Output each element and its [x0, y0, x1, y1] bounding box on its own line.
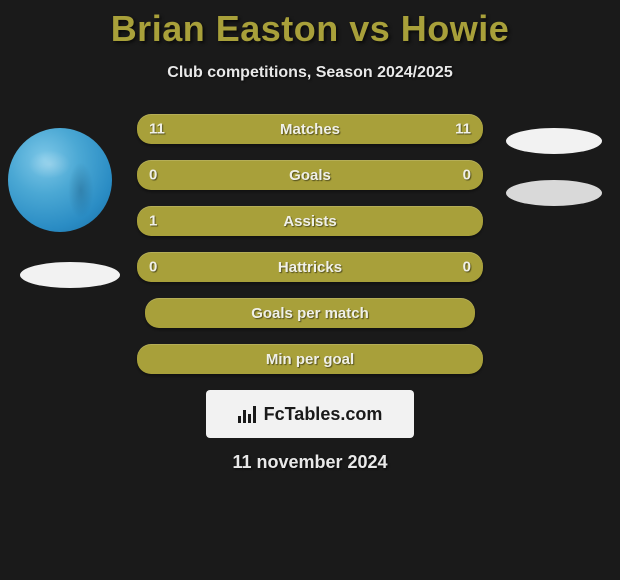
stat-row-matches: 11 Matches 11 [137, 114, 483, 144]
stat-right-value: 11 [455, 121, 471, 138]
stat-left-value: 1 [149, 213, 157, 230]
page-title: Brian Easton vs Howie [0, 0, 620, 50]
stat-row-assists: 1 Assists [137, 206, 483, 236]
stats-bars: 11 Matches 11 0 Goals 0 1 Assists 0 Hatt… [137, 114, 483, 374]
stat-label: Matches [280, 121, 340, 138]
stat-right-value: 0 [463, 167, 471, 184]
stat-label: Goals per match [251, 305, 369, 322]
stat-row-goals: 0 Goals 0 [137, 160, 483, 190]
player-left-club-badge [20, 262, 120, 288]
bar-chart-icon [238, 405, 260, 423]
stat-row-goals-per-match: Goals per match [145, 298, 475, 328]
stat-label: Hattricks [278, 259, 342, 276]
brand-badge: FcTables.com [206, 390, 414, 438]
stat-label: Min per goal [266, 351, 354, 368]
player-right-avatar [506, 128, 602, 154]
player-right-club-badge [506, 180, 602, 206]
stat-right-value: 0 [463, 259, 471, 276]
subtitle: Club competitions, Season 2024/2025 [0, 64, 620, 82]
stat-left-value: 11 [149, 121, 165, 138]
stat-label: Assists [283, 213, 336, 230]
stat-label: Goals [289, 167, 331, 184]
stat-row-min-per-goal: Min per goal [137, 344, 483, 374]
stat-left-value: 0 [149, 259, 157, 276]
brand-text: FcTables.com [264, 404, 383, 425]
stat-row-hattricks: 0 Hattricks 0 [137, 252, 483, 282]
comparison-panel: 11 Matches 11 0 Goals 0 1 Assists 0 Hatt… [0, 114, 620, 473]
stat-left-value: 0 [149, 167, 157, 184]
date-text: 11 november 2024 [0, 452, 620, 473]
player-left-avatar [8, 128, 112, 232]
